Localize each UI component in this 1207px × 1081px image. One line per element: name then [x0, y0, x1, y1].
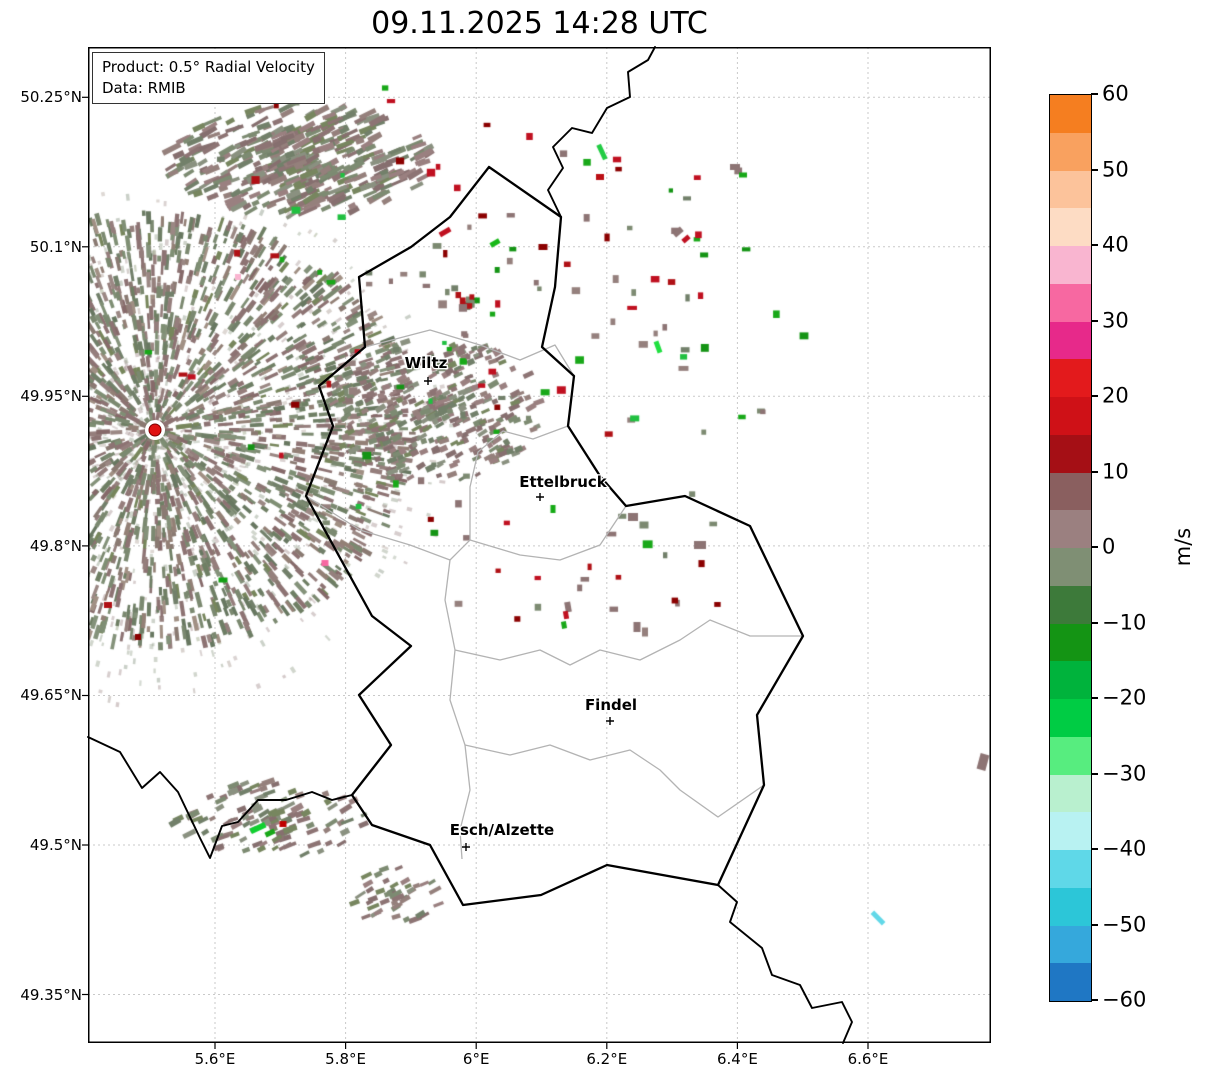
colorbar-segment	[1050, 736, 1091, 775]
colorbar-segment	[1050, 208, 1091, 246]
city-label: Ettelbruck	[519, 473, 608, 491]
country-border	[717, 884, 853, 1044]
axes-frame	[88, 47, 991, 1043]
lat-tick-label: 49.35°N	[20, 985, 82, 1004]
colorbar-tick-mark	[1091, 319, 1098, 322]
colorbar-segment	[1050, 963, 1091, 1001]
lon-tick-label: 5.6°E	[194, 1050, 236, 1068]
lon-tick-label: 6.6°E	[847, 1050, 889, 1068]
city-marker-icon	[536, 493, 544, 501]
country-border	[87, 736, 353, 859]
canton-border	[469, 425, 569, 540]
colorbar-segment	[1050, 95, 1091, 133]
product-annotation: Product: 0.5° Radial Velocity Data: RMIB	[92, 52, 325, 105]
colorbar-segment	[1050, 623, 1091, 662]
colorbar-segment	[1050, 661, 1091, 699]
colorbar-segment	[1050, 774, 1091, 813]
radar-echo-layer	[88, 47, 991, 1043]
lat-tick-label: 49.65°N	[20, 686, 82, 705]
lat-tick-label: 49.8°N	[29, 536, 82, 555]
colorbar-tick-mark	[1091, 470, 1098, 473]
colorbar-segment	[1050, 699, 1091, 737]
colorbar-tick-label: 40	[1102, 232, 1129, 257]
annotation-product-line: Product: 0.5° Radial Velocity	[102, 58, 315, 76]
city-label: Wiltz	[405, 354, 448, 372]
colorbar-tick-label: 0	[1102, 534, 1116, 559]
colorbar-segment	[1050, 925, 1091, 964]
figure-title: 09.11.2025 14:28 UTC	[371, 6, 708, 41]
canton-border	[364, 329, 575, 377]
colorbar-tick-mark	[1091, 772, 1098, 775]
colorbar-segment	[1050, 434, 1091, 473]
colorbar-tick-mark	[1091, 999, 1098, 1001]
colorbar-tick-label: 50	[1102, 157, 1129, 182]
lat-tick-label: 49.95°N	[20, 387, 82, 406]
colorbar-tick-mark	[1091, 923, 1098, 926]
colorbar-segment	[1050, 510, 1091, 548]
colorbar-segment	[1050, 321, 1091, 360]
colorbar-segment	[1050, 397, 1091, 435]
lon-tick-label: 6.4°E	[716, 1050, 758, 1068]
colorbar-tick-label: −60	[1102, 987, 1147, 1012]
colorbar-tick-label: 10	[1102, 459, 1129, 484]
colorbar-segment	[1050, 548, 1091, 586]
lat-tick-label: 49.5°N	[29, 836, 82, 854]
radar-site-marker-icon	[148, 423, 162, 437]
city-label: Esch/Alzette	[450, 821, 554, 839]
city-marker-icon	[424, 377, 432, 385]
colorbar-unit-label: m/s	[1171, 527, 1195, 567]
lon-tick-label: 5.8°E	[325, 1050, 367, 1068]
colorbar-tick-label: −30	[1102, 761, 1147, 786]
colorbar-tick-mark	[1091, 168, 1098, 171]
colorbar-segment	[1050, 246, 1091, 284]
map-overlay-layer: Wiltz Ettelbruck Findel Esch/Alzette	[82, 46, 991, 1049]
lat-tick-label: 50.1°N	[29, 237, 82, 256]
canton-border	[464, 744, 765, 818]
colorbar-segment	[1050, 850, 1091, 888]
colorbar-tick-mark	[1091, 697, 1098, 699]
colorbar-tick-label: 60	[1102, 81, 1129, 106]
colorbar-segment	[1050, 472, 1091, 511]
city-marker-icon	[462, 843, 470, 851]
country-border	[304, 165, 805, 907]
colorbar-tick-label: 30	[1102, 308, 1129, 333]
colorbar-segment	[1050, 585, 1091, 624]
colorbar-tick-mark	[1091, 244, 1098, 246]
colorbar-tick-label: 20	[1102, 383, 1129, 408]
country-border	[547, 46, 656, 218]
colorbar-tick-mark	[1091, 621, 1098, 624]
colorbar-segment	[1050, 170, 1091, 209]
colorbar-tick-mark	[1091, 93, 1098, 95]
colorbar-tick-mark	[1091, 546, 1098, 548]
colorbar-tick-label: −20	[1102, 685, 1147, 710]
colorbar-tick-label: −40	[1102, 836, 1147, 861]
canton-border	[305, 495, 627, 561]
colorbar-segment	[1050, 132, 1091, 171]
lon-tick-label: 6°E	[462, 1050, 490, 1068]
colorbar	[1049, 94, 1092, 1002]
colorbar-segment	[1050, 359, 1091, 397]
lon-tick-label: 6.2°E	[586, 1050, 628, 1068]
colorbar-segment	[1050, 283, 1091, 322]
colorbar-segment	[1050, 812, 1091, 850]
annotation-source-line: Data: RMIB	[102, 78, 186, 97]
city-label: Findel	[585, 696, 637, 714]
colorbar-segment	[1050, 887, 1091, 926]
canton-border	[444, 559, 471, 860]
city-marker-icon	[606, 717, 614, 725]
colorbar-tick-label: −50	[1102, 912, 1147, 937]
canton-border	[454, 619, 803, 666]
lat-tick-label: 50.25°N	[20, 88, 82, 107]
colorbar-tick-label: −10	[1102, 610, 1147, 635]
colorbar-tick-mark	[1091, 848, 1098, 850]
colorbar-tick-mark	[1091, 395, 1098, 397]
